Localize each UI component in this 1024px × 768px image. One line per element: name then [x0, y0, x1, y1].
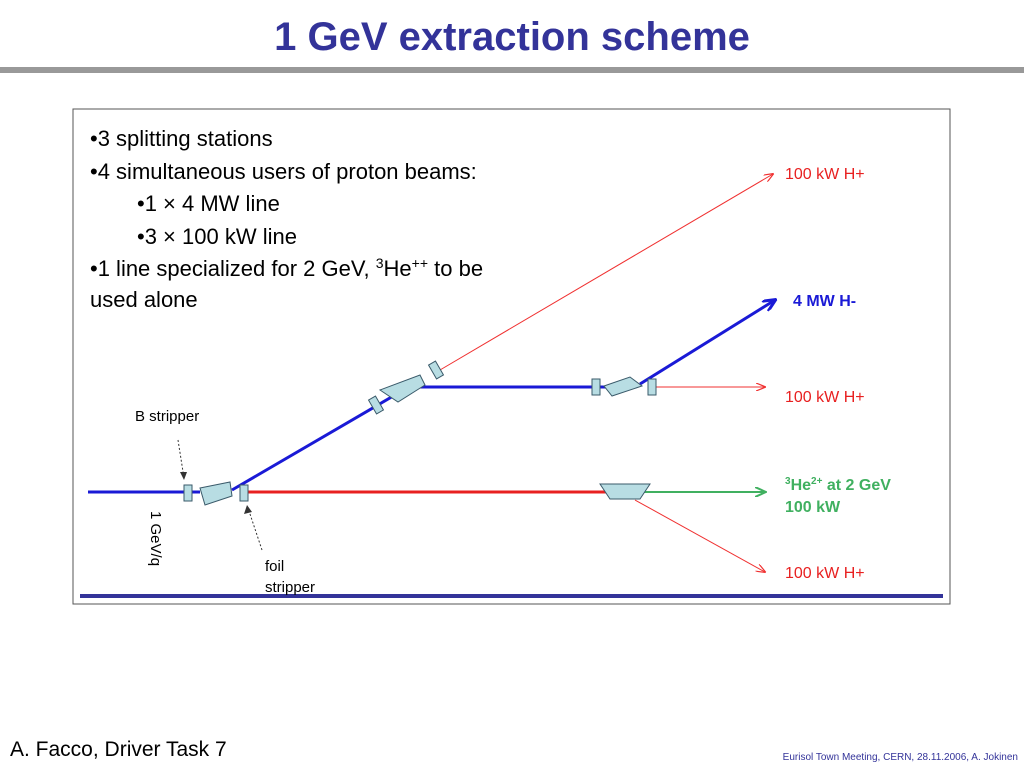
stripper — [183, 484, 193, 502]
slide-title: 1 GeV extraction scheme — [274, 15, 750, 59]
beam — [231, 393, 396, 492]
footer-event: Eurisol Town Meeting, CERN, 28.11.2006, … — [783, 752, 1018, 763]
text: He — [384, 256, 412, 281]
beam-label: 100 kW H+ — [785, 166, 865, 183]
bullet: •3 splitting stations — [90, 126, 273, 151]
bullet-continuation: used alone — [90, 287, 198, 312]
text: at 2 GeV — [822, 477, 891, 494]
stripper — [647, 378, 657, 396]
superscript: 2+ — [811, 476, 823, 487]
title-rule — [0, 67, 1024, 73]
magnet — [378, 374, 426, 403]
text: to be — [428, 256, 483, 281]
beam-label: 3He2+ at 2 GeV — [785, 476, 891, 494]
sub-bullet: •1 × 4 MW line — [137, 191, 280, 216]
diagram-frame — [72, 108, 951, 605]
beam-label: 100 kW — [785, 499, 841, 516]
footer-author: A. Facco, Driver Task 7 — [10, 738, 227, 761]
beam-lines — [88, 174, 775, 572]
stripper — [591, 378, 601, 396]
beam — [634, 499, 765, 572]
components — [183, 360, 657, 506]
beam — [639, 300, 775, 386]
bullet: •1 line specialized for 2 GeV, 3He++ to … — [90, 255, 483, 281]
bullet: •4 simultaneous users of proton beams: — [90, 159, 477, 184]
energy-label: 1 GeV/q — [147, 511, 164, 566]
magnet — [199, 481, 233, 506]
pointer — [247, 507, 263, 551]
stripper — [427, 360, 445, 380]
component-label: foil — [265, 558, 284, 575]
pointer-head — [244, 505, 252, 514]
superscript: ++ — [412, 255, 428, 271]
sub-bullet: •3 × 100 kW line — [137, 224, 297, 249]
stripper — [239, 484, 249, 502]
pointer-head — [180, 472, 187, 480]
magnet — [599, 483, 651, 500]
superscript: 3 — [785, 476, 791, 487]
beam-label: 100 kW H+ — [785, 389, 865, 406]
stripper — [367, 395, 385, 415]
component-label: B stripper — [135, 408, 199, 425]
text: •1 line specialized for 2 GeV, — [90, 256, 376, 281]
text: He — [791, 477, 812, 494]
beam — [439, 174, 773, 371]
beam-label: 100 kW H+ — [785, 565, 865, 582]
component-label: stripper — [265, 579, 315, 596]
pointer — [177, 439, 185, 479]
superscript: 3 — [376, 255, 384, 271]
beam-label: 4 MW H- — [793, 293, 856, 310]
magnet — [603, 376, 644, 397]
